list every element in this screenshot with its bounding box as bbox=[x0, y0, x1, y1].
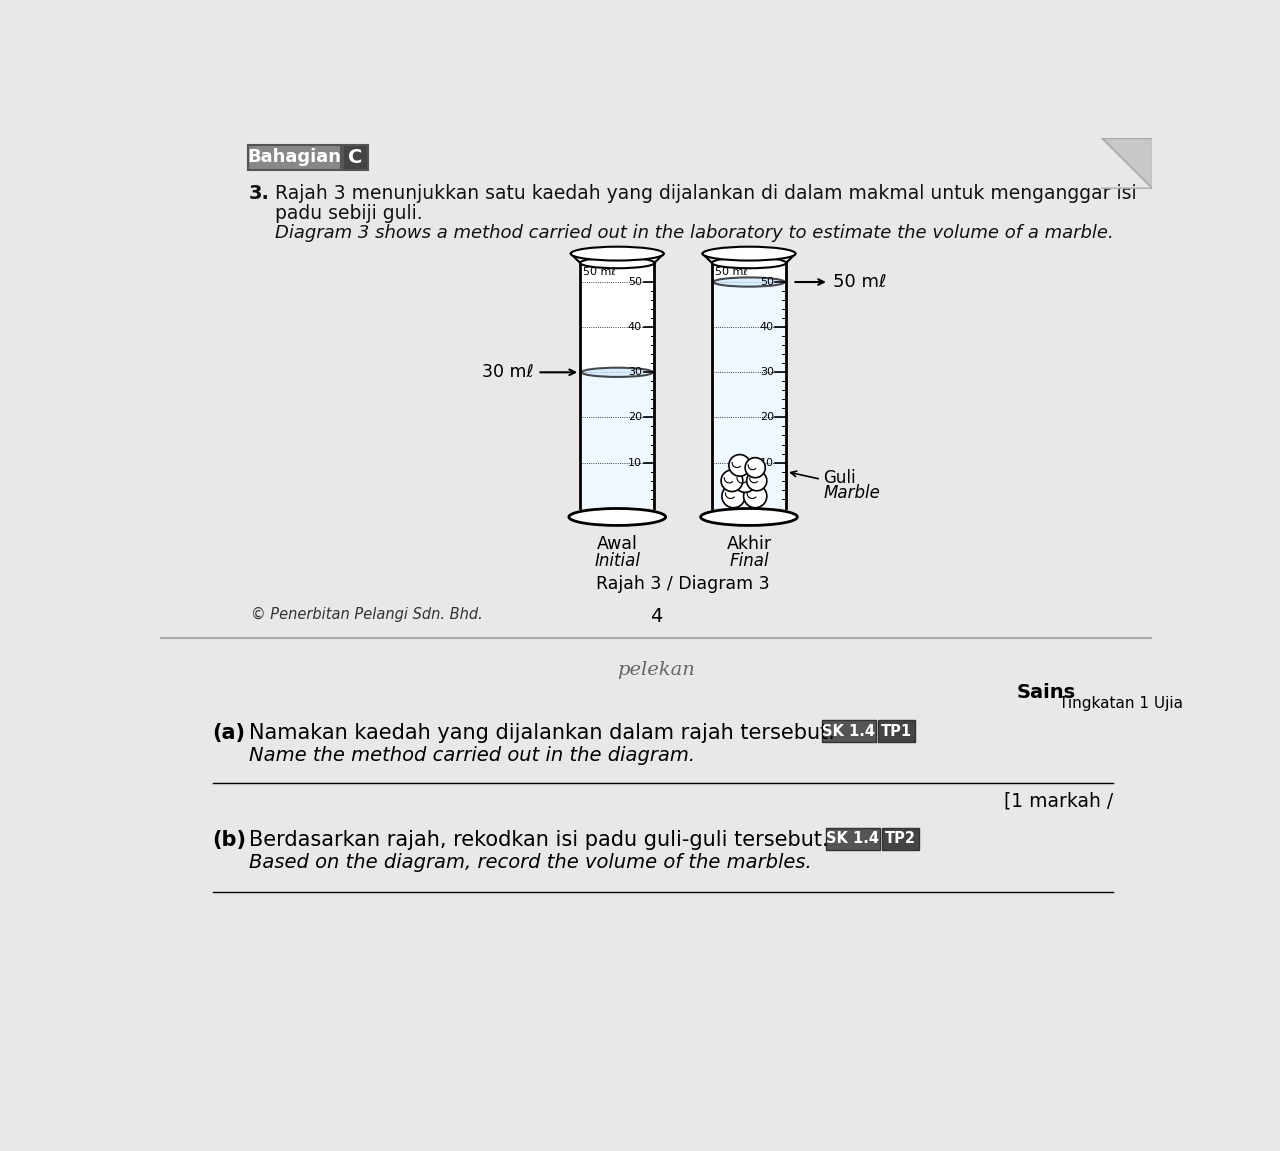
Text: Name the method carried out in the diagram.: Name the method carried out in the diagr… bbox=[250, 746, 695, 764]
Ellipse shape bbox=[571, 246, 664, 260]
Text: (b): (b) bbox=[212, 830, 247, 851]
Text: © Penerbitan Pelangi Sdn. Bhd.: © Penerbitan Pelangi Sdn. Bhd. bbox=[251, 607, 484, 622]
Ellipse shape bbox=[728, 455, 750, 477]
FancyBboxPatch shape bbox=[343, 145, 367, 169]
Ellipse shape bbox=[746, 471, 767, 490]
Text: TP2: TP2 bbox=[884, 831, 915, 846]
Ellipse shape bbox=[744, 485, 767, 508]
Ellipse shape bbox=[568, 509, 666, 525]
Text: 20: 20 bbox=[628, 412, 643, 422]
Text: 50: 50 bbox=[760, 277, 774, 287]
Text: Sains: Sains bbox=[1016, 683, 1075, 701]
Text: Awal: Awal bbox=[596, 535, 637, 552]
Text: 50 mℓ: 50 mℓ bbox=[833, 273, 886, 291]
Text: 4: 4 bbox=[650, 607, 662, 626]
Text: TP1: TP1 bbox=[881, 724, 911, 739]
Ellipse shape bbox=[713, 277, 785, 287]
Text: Berdasarkan rajah, rekodkan isi padu guli-guli tersebut.: Berdasarkan rajah, rekodkan isi padu gul… bbox=[250, 830, 828, 851]
Text: Diagram 3 shows a method carried out in the laboratory to estimate the volume of: Diagram 3 shows a method carried out in … bbox=[275, 224, 1114, 243]
Text: C: C bbox=[348, 147, 362, 167]
Ellipse shape bbox=[712, 258, 786, 268]
Text: (a): (a) bbox=[212, 723, 246, 742]
Text: [1 markah /: [1 markah / bbox=[1004, 792, 1114, 810]
Ellipse shape bbox=[722, 485, 745, 508]
Text: Initial: Initial bbox=[594, 551, 640, 570]
FancyBboxPatch shape bbox=[878, 721, 915, 741]
Text: Namakan kaedah yang dijalankan dalam rajah tersebut.: Namakan kaedah yang dijalankan dalam raj… bbox=[250, 723, 835, 742]
Text: 50: 50 bbox=[628, 277, 643, 287]
Text: 10: 10 bbox=[628, 458, 643, 467]
Text: 50 mℓ: 50 mℓ bbox=[584, 267, 616, 277]
Text: 30: 30 bbox=[628, 367, 643, 378]
Text: Marble: Marble bbox=[823, 485, 881, 502]
FancyBboxPatch shape bbox=[882, 828, 919, 849]
Text: 40: 40 bbox=[628, 322, 643, 333]
Text: Bahagian: Bahagian bbox=[248, 148, 342, 167]
Bar bbox=[713, 285, 785, 506]
Text: Final: Final bbox=[730, 551, 769, 570]
Text: 30: 30 bbox=[760, 367, 774, 378]
Text: Rajah 3 menunjukkan satu kaedah yang dijalankan di dalam makmal untuk menganggar: Rajah 3 menunjukkan satu kaedah yang dij… bbox=[275, 184, 1137, 204]
Text: pelekan: pelekan bbox=[617, 661, 695, 679]
Polygon shape bbox=[1102, 138, 1152, 188]
FancyBboxPatch shape bbox=[826, 828, 879, 849]
Text: SK 1.4: SK 1.4 bbox=[823, 724, 876, 739]
Text: 30 mℓ: 30 mℓ bbox=[483, 364, 534, 381]
Text: Tingkatan 1 Ujia: Tingkatan 1 Ujia bbox=[1059, 696, 1183, 711]
Text: SK 1.4: SK 1.4 bbox=[827, 831, 879, 846]
Ellipse shape bbox=[745, 458, 765, 478]
Text: 20: 20 bbox=[759, 412, 774, 422]
Ellipse shape bbox=[703, 246, 795, 260]
Text: padu sebiji guli.: padu sebiji guli. bbox=[275, 204, 422, 222]
Bar bbox=[581, 375, 653, 506]
Text: Rajah 3 / Diagram 3: Rajah 3 / Diagram 3 bbox=[596, 574, 771, 593]
Bar bbox=[712, 258, 786, 508]
Text: 3.: 3. bbox=[250, 184, 270, 204]
Text: Guli: Guli bbox=[823, 468, 856, 487]
FancyBboxPatch shape bbox=[248, 145, 342, 169]
Ellipse shape bbox=[733, 470, 756, 493]
Text: 10: 10 bbox=[760, 458, 774, 467]
Text: Based on the diagram, record the volume of the marbles.: Based on the diagram, record the volume … bbox=[250, 853, 812, 872]
Ellipse shape bbox=[580, 258, 654, 268]
Bar bbox=[580, 258, 654, 508]
Text: 40: 40 bbox=[759, 322, 774, 333]
Ellipse shape bbox=[721, 470, 742, 491]
Ellipse shape bbox=[700, 509, 797, 525]
Ellipse shape bbox=[581, 367, 653, 376]
FancyBboxPatch shape bbox=[822, 721, 876, 741]
Text: Akhir: Akhir bbox=[727, 535, 772, 552]
Text: 50 mℓ: 50 mℓ bbox=[716, 267, 748, 277]
